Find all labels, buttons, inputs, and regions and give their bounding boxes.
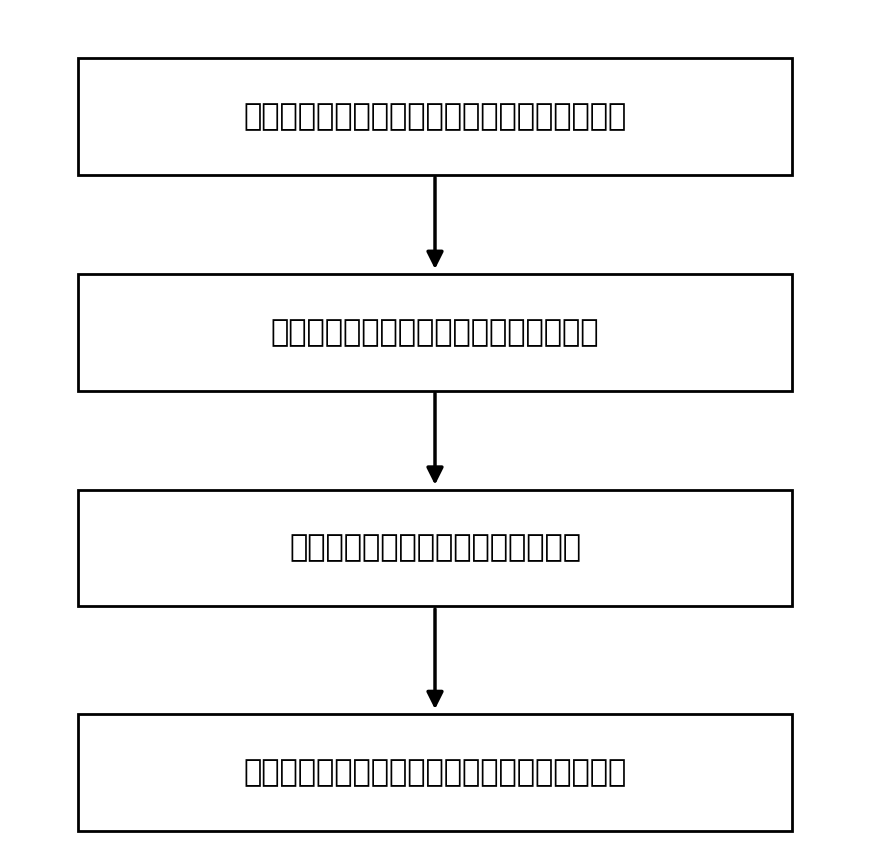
Bar (78, 59, 791, 175)
Text: 设计子载波群噪声抑制的带通滤波器: 设计子载波群噪声抑制的带通滤波器 (289, 533, 580, 563)
Bar (78, 490, 791, 607)
Bar (78, 274, 791, 390)
Text: 按照子载波数最少准则选择连续子载波群: 按照子载波数最少准则选择连续子载波群 (270, 318, 599, 347)
Text: 采用子载波带通滤波操作实现噪声抑制数据传输: 采用子载波带通滤波操作实现噪声抑制数据传输 (243, 758, 626, 787)
Bar (78, 715, 791, 830)
Text: 获取电力线信道特性参数与计算子载波比特容量: 获取电力线信道特性参数与计算子载波比特容量 (243, 102, 626, 131)
